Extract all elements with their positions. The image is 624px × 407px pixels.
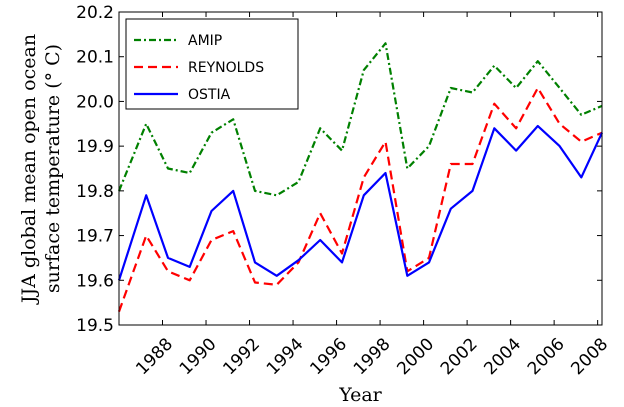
y-tick-label: 19.6	[76, 271, 114, 291]
series-line-amip	[117, 42, 603, 197]
x-tick-label: 1994	[263, 334, 308, 379]
legend: AMIP REYNOLDS OSTIA	[125, 18, 299, 110]
x-axis-label: Year	[338, 384, 382, 406]
x-tick-label: 2000	[393, 334, 438, 379]
x-tick-label: 2006	[524, 334, 569, 379]
y-axis-label-line-2: surface temperature (° C)	[42, 44, 64, 293]
y-tick-label: 19.7	[76, 227, 114, 247]
legend-label-amip: AMIP	[188, 33, 222, 49]
series-line-ostia	[117, 124, 603, 281]
y-tick-label: 19.5	[76, 316, 114, 336]
x-tick-label: 2008	[567, 334, 612, 379]
y-tick-label: 20.1	[76, 48, 114, 68]
plot-lines	[117, 42, 603, 312]
x-tick-label: 2002	[437, 334, 482, 379]
plot-frame	[118, 11, 603, 326]
y-tick-label: 19.8	[76, 182, 114, 202]
y-tick-label: 20.2	[76, 3, 114, 23]
x-tick-label: 1988	[132, 334, 177, 379]
y-axis-label-line-1: JJA global mean open ocean	[18, 34, 40, 305]
x-tick-label: 1990	[176, 334, 221, 379]
x-tick-label: 1998	[350, 334, 395, 379]
y-tick-label: 19.9	[76, 137, 114, 157]
x-tick-label: 1996	[306, 334, 351, 379]
series-line-reynolds	[117, 86, 603, 312]
legend-label-reynolds: REYNOLDS	[188, 60, 264, 76]
y-tick-label: 20.0	[76, 92, 114, 112]
legend-label-ostia: OSTIA	[188, 87, 231, 103]
x-tick-label: 2004	[480, 334, 525, 379]
x-tick-label: 1992	[219, 334, 264, 379]
y-axis-ticks: 19.5 19.6 19.7 19.8 19.9 20.0 20.1 20.2	[76, 3, 602, 336]
